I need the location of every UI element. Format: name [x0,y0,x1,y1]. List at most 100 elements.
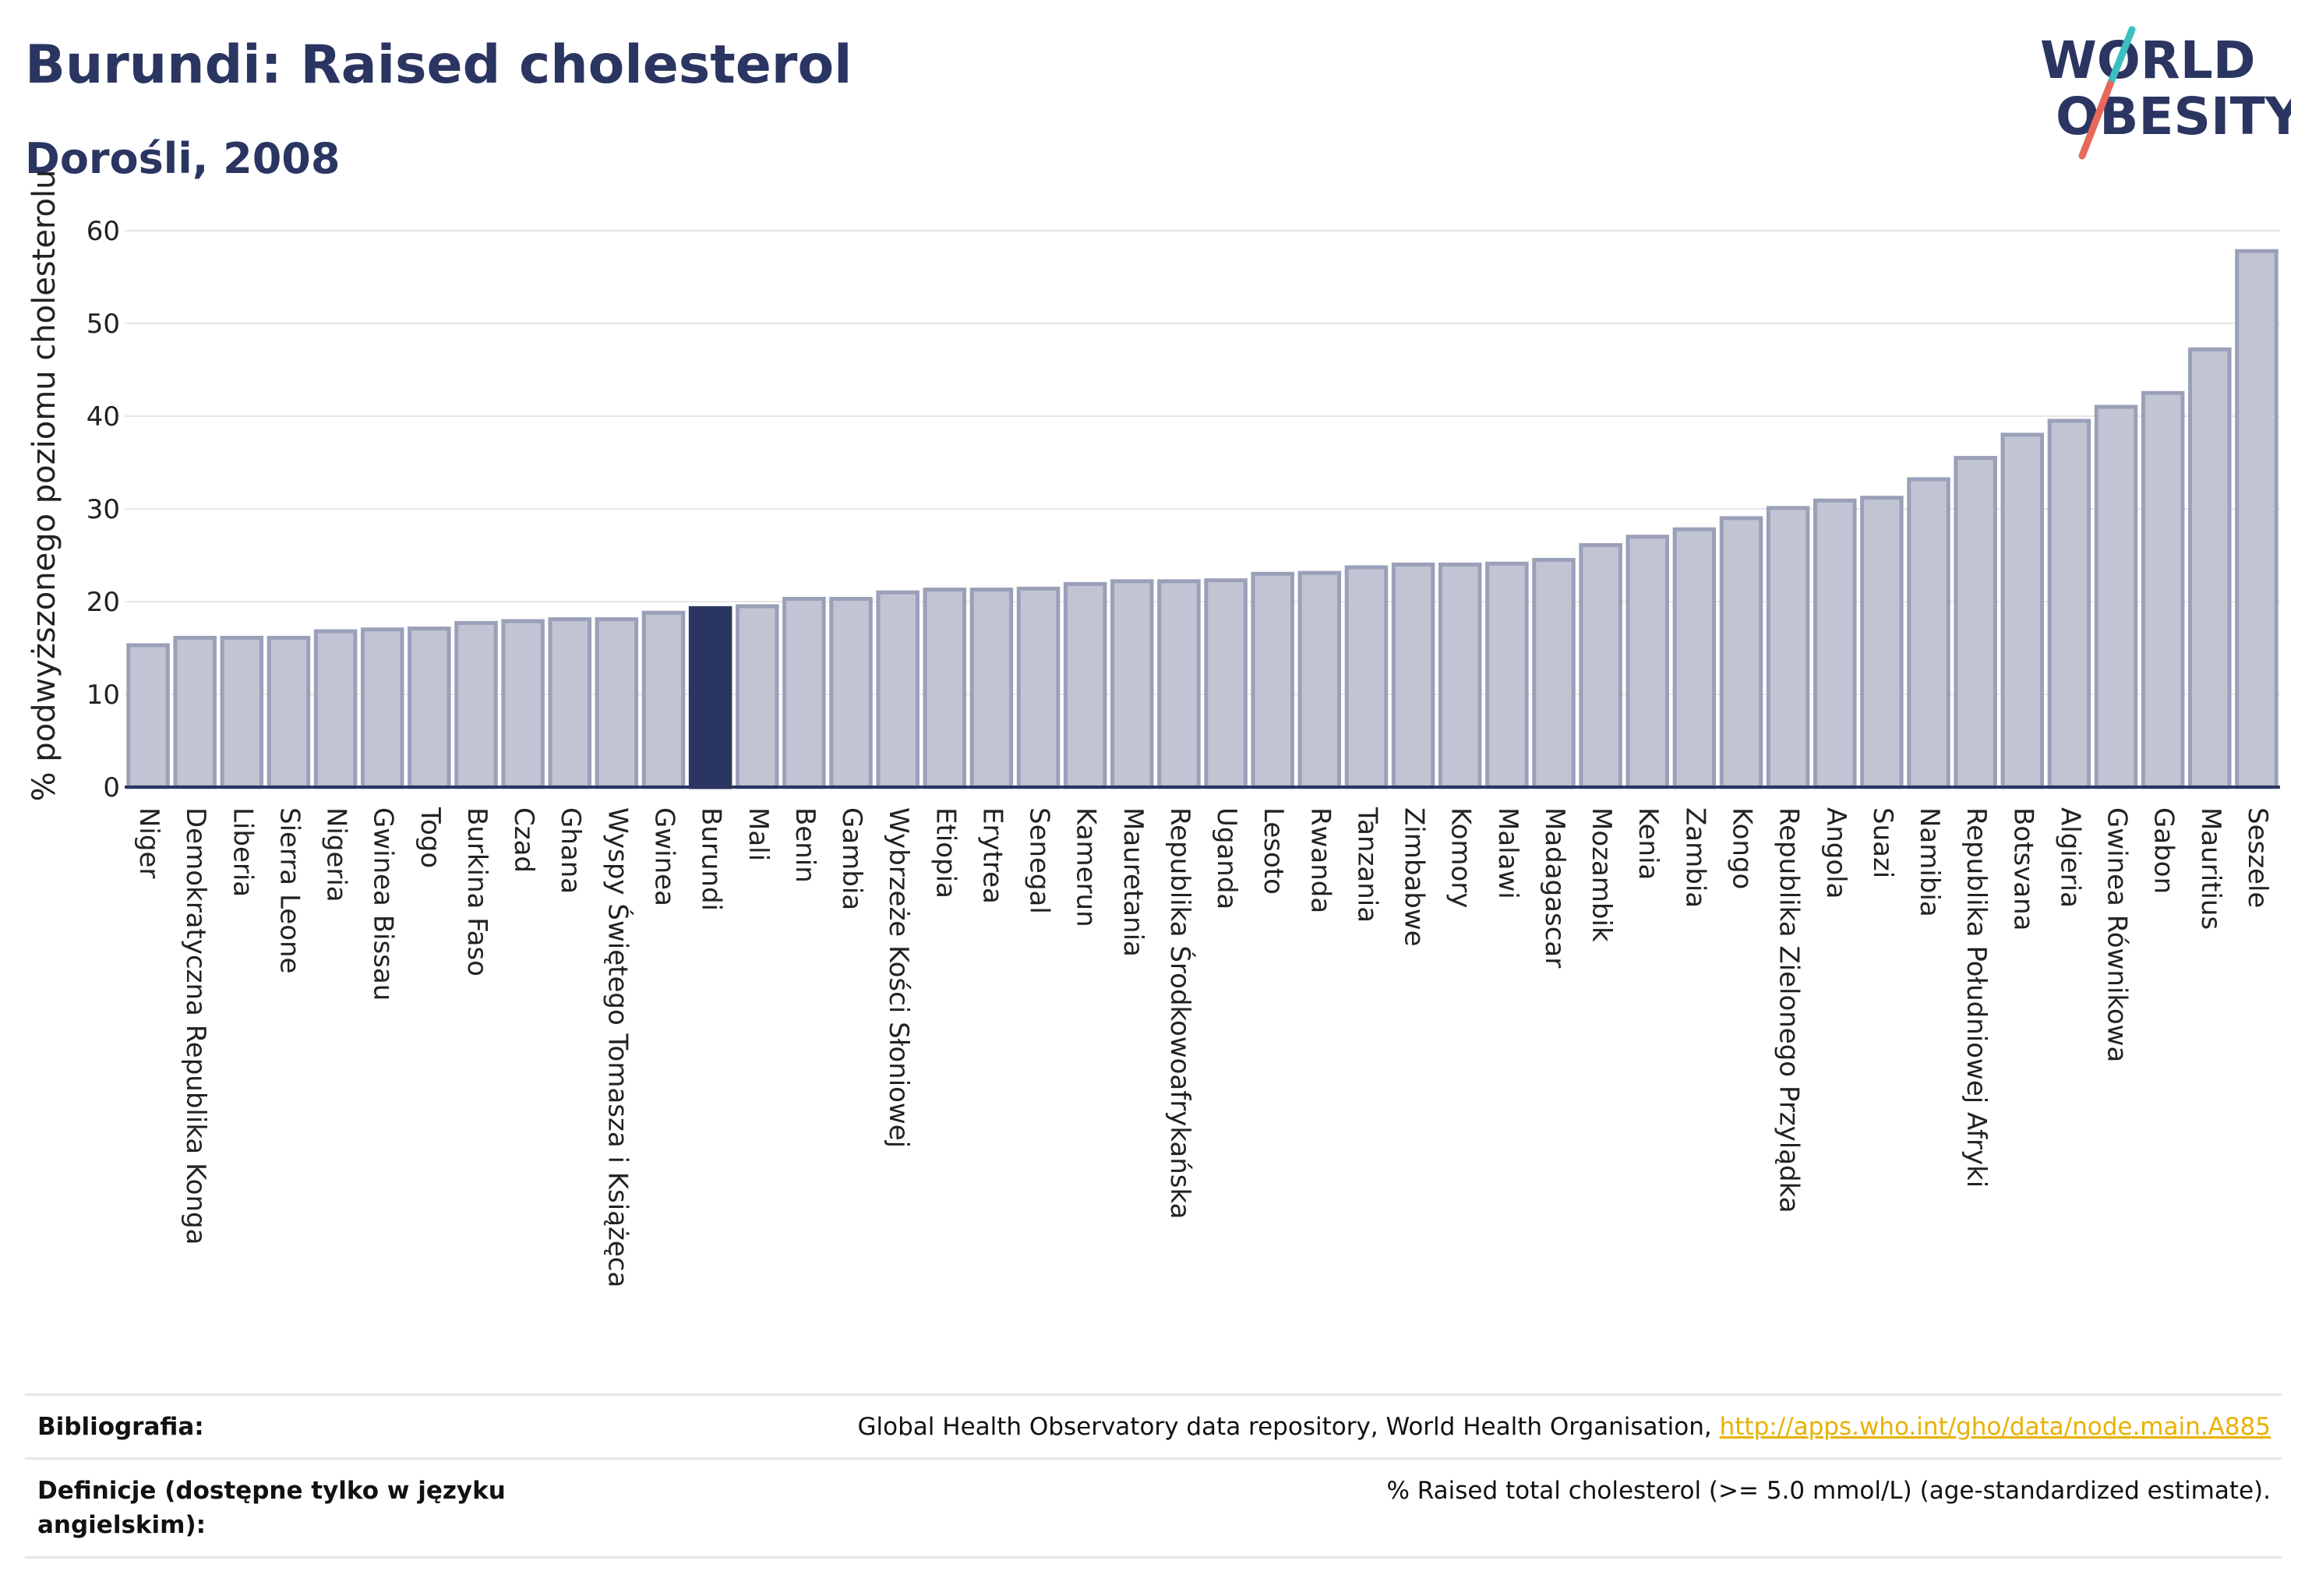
x-tick-label-7: Burkina Faso [461,807,492,976]
x-tick-label-3: Sierra Leone [274,807,305,973]
x-tick-label-30: Madagascar [1539,807,1570,968]
x-tick-label-31: Mozambik [1586,807,1617,942]
x-tick-label-25: Rwanda [1304,807,1336,913]
x-tick-label-10: Wyspy Świętego Tomasza i Książęca [602,807,634,1287]
definitions-label-line-2: angielskim): [37,1511,206,1539]
bar-1 [173,635,217,789]
bibliography-value: Global Health Observatory data repositor… [858,1410,2271,1444]
x-tick-label-19: Senegal [1024,807,1055,914]
bar-37 [1860,496,1904,789]
bar-12 [688,606,732,789]
bar-22 [1157,579,1201,789]
x-tick-label-24: Lesoto [1258,807,1289,895]
bar-28 [1438,562,1482,789]
x-tick-label-6: Togo [415,807,446,868]
world-obesity-logo: WORLD OBESITY [2040,26,2291,160]
bar-17 [923,588,967,789]
chart-subtitle: Dorośli, 2008 [25,134,341,183]
bar-15 [829,596,873,789]
y-axis-ticks: 0 10 20 30 40 50 60 [86,216,120,803]
x-tick-label-27: Zimbabwe [1399,807,1430,947]
bar-16 [876,590,920,789]
x-tick-label-40: Botsvana [2007,807,2038,931]
x-tick-label-38: Namibia [1914,807,1945,917]
x-tick-label-33: Zambia [1679,807,1710,908]
bar-18 [969,588,1014,789]
bar-25 [1297,570,1342,789]
bar-6 [408,627,451,789]
x-tick-label-17: Etiopia [930,807,961,899]
y-tick-label-0: 0 [103,772,120,803]
bar-13 [736,604,779,789]
bar-44 [2188,347,2232,789]
x-tick-label-5: Gwinea Bissau [368,807,399,1001]
x-tick-label-34: Kongo [1727,807,1758,889]
bar-7 [454,620,498,789]
bar-43 [2141,390,2185,789]
y-tick-label-4: 40 [86,401,120,433]
x-tick-label-26: Tanzania [1351,807,1382,923]
bar-23 [1204,578,1248,789]
y-tick-label-1: 10 [86,680,120,711]
bar-40 [2000,433,2045,789]
x-tick-label-43: Gabon [2148,807,2180,894]
x-tick-label-13: Mali [743,807,774,861]
y-tick-label-6: 60 [86,216,120,247]
x-tick-label-9: Ghana [555,807,586,894]
y-tick-label-2: 20 [86,587,120,618]
bar-9 [548,617,591,789]
definitions-row: Definicje (dostępne tylko w języku angie… [25,1457,2282,1559]
bibliography-link[interactable]: http://apps.who.int/gho/data/node.main.A… [1719,1413,2271,1441]
bar-5 [360,627,404,789]
x-tick-label-36: Angola [1820,807,1851,899]
x-tick-label-1: Demokratyczna Republika Konga [180,807,211,1245]
bibliography-text: Global Health Observatory data repositor… [857,1413,1720,1441]
x-tick-label-18: Erytrea [976,807,1008,904]
x-tick-label-29: Malawi [1492,807,1523,899]
bar-20 [1063,581,1107,789]
bar-27 [1391,562,1435,789]
x-tick-label-4: Nigeria [321,807,352,902]
bar-3 [267,635,311,789]
bar-41 [2047,418,2091,789]
definitions-label-line-1: Definicje (dostępne tylko w języku [37,1477,506,1505]
bibliography-row: Bibliografia: Global Health Observatory … [25,1393,2282,1460]
definitions-label: Definicje (dostępne tylko w języku angie… [37,1474,506,1542]
bar-38 [1907,477,1950,789]
bar-10 [595,617,639,789]
bar-chart: 0 10 20 30 40 50 60 Niger Demokratyczna Republi… [26,170,2280,1287]
x-tick-label-0: Niger [133,807,164,878]
bar-4 [313,629,358,789]
bibliography-label: Bibliografia: [37,1413,204,1441]
bar-21 [1110,579,1154,789]
logo-slash-coral [2078,80,2114,160]
bar-33 [1672,527,1717,789]
bar-14 [782,596,826,789]
bar-2 [220,635,264,789]
bar-32 [1626,535,1669,789]
x-tick-label-37: Suazi [1867,807,1898,878]
bar-35 [1766,506,1810,789]
bar-30 [1532,557,1576,789]
bar-11 [641,610,686,789]
y-tick-label-3: 30 [86,494,120,525]
y-axis-title: % podwyższonego poziomu cholesterolu [26,170,62,802]
x-tick-label-11: Gwinea [649,807,680,906]
x-tick-label-44: Mauritius [2195,807,2226,930]
x-tick-label-28: Komory [1445,807,1477,908]
bar-34 [1719,516,1763,789]
x-tick-label-15: Gambia [836,807,867,910]
logo-slash-teal [2106,26,2136,88]
x-tick-label-39: Republika Południowej Afryki [1961,807,1992,1188]
logo-line-1: WORLD [2040,30,2256,90]
x-tick-label-8: Czad [508,807,539,873]
x-axis-labels: Niger Demokratyczna Republika Konga Liberi… [133,807,2273,1287]
x-tick-label-20: Kamerun [1071,807,1102,927]
bar-8 [501,619,545,789]
x-tick-label-12: Burundi [696,807,727,911]
bar-39 [1954,456,1997,789]
x-tick-label-16: Wybrzeże Kości Słoniowej [883,807,914,1148]
x-tick-label-2: Liberia [227,807,258,897]
x-tick-label-21: Mauretania [1117,807,1149,957]
bar-45 [2235,249,2279,789]
